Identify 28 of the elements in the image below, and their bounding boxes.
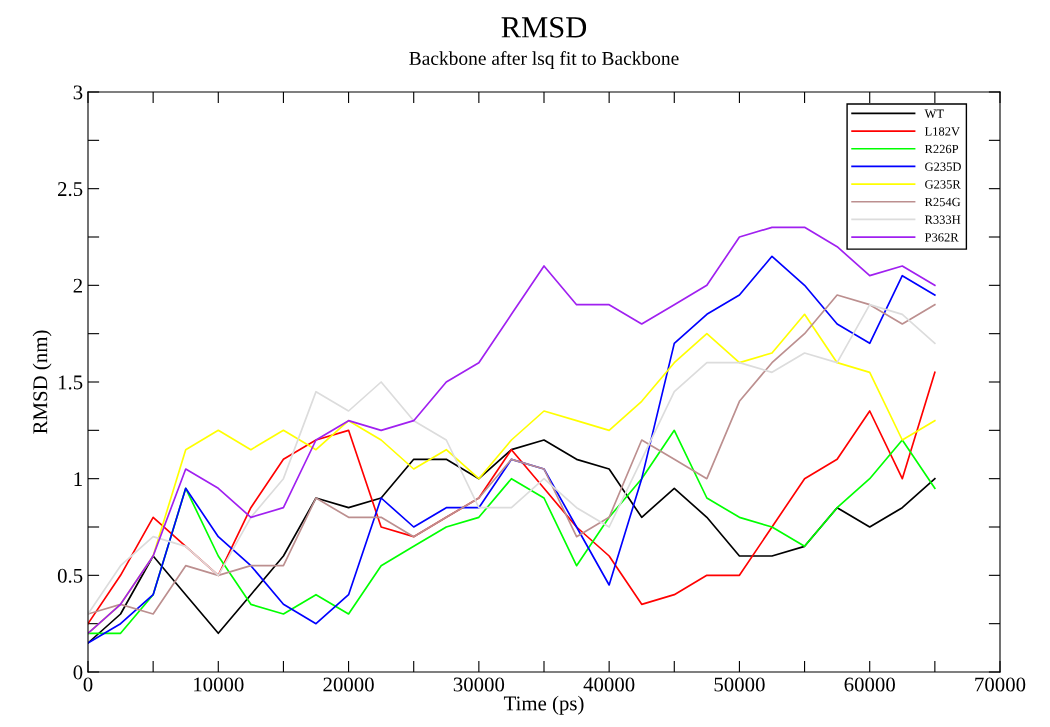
x-tick-label: 70000	[975, 677, 1026, 692]
legend-label: R226P	[924, 144, 959, 154]
x-tick-label: 0	[83, 677, 93, 692]
y-tick-label: 1.5	[58, 375, 83, 390]
legend-label: G235D	[925, 162, 961, 171]
y-tick-label: 0.5	[57, 568, 83, 583]
y-tick-label: 3	[73, 85, 83, 100]
y-tick-label: 1	[74, 472, 82, 486]
legend-label: R333H	[924, 215, 961, 224]
chart-subtitle: Backbone after lsq fit to Backbone	[409, 51, 679, 69]
y-tick-label: 2	[73, 278, 82, 293]
y-axis-title: RMSD (nm)	[32, 330, 52, 434]
x-tick-label: 10000	[194, 677, 244, 692]
legend-label: WT	[924, 109, 944, 118]
x-tick-label: 50000	[714, 677, 765, 692]
chart-title: RMSD	[501, 17, 587, 38]
x-tick-label: 40000	[583, 677, 635, 692]
x-tick-label: 20000	[323, 677, 374, 692]
y-tick-label: 0	[73, 665, 83, 680]
legend-label: R254G	[924, 197, 961, 207]
x-tick-label: 60000	[844, 677, 895, 692]
legend-label: L182V	[924, 127, 960, 136]
x-tick-label: 30000	[453, 677, 505, 692]
legend-label: P362R	[924, 233, 959, 242]
legend-label: G235R	[925, 180, 961, 189]
line-series	[88, 371, 936, 625]
x-axis-title: Time (ps)	[503, 695, 584, 715]
y-tick-label: 2.5	[58, 182, 83, 197]
